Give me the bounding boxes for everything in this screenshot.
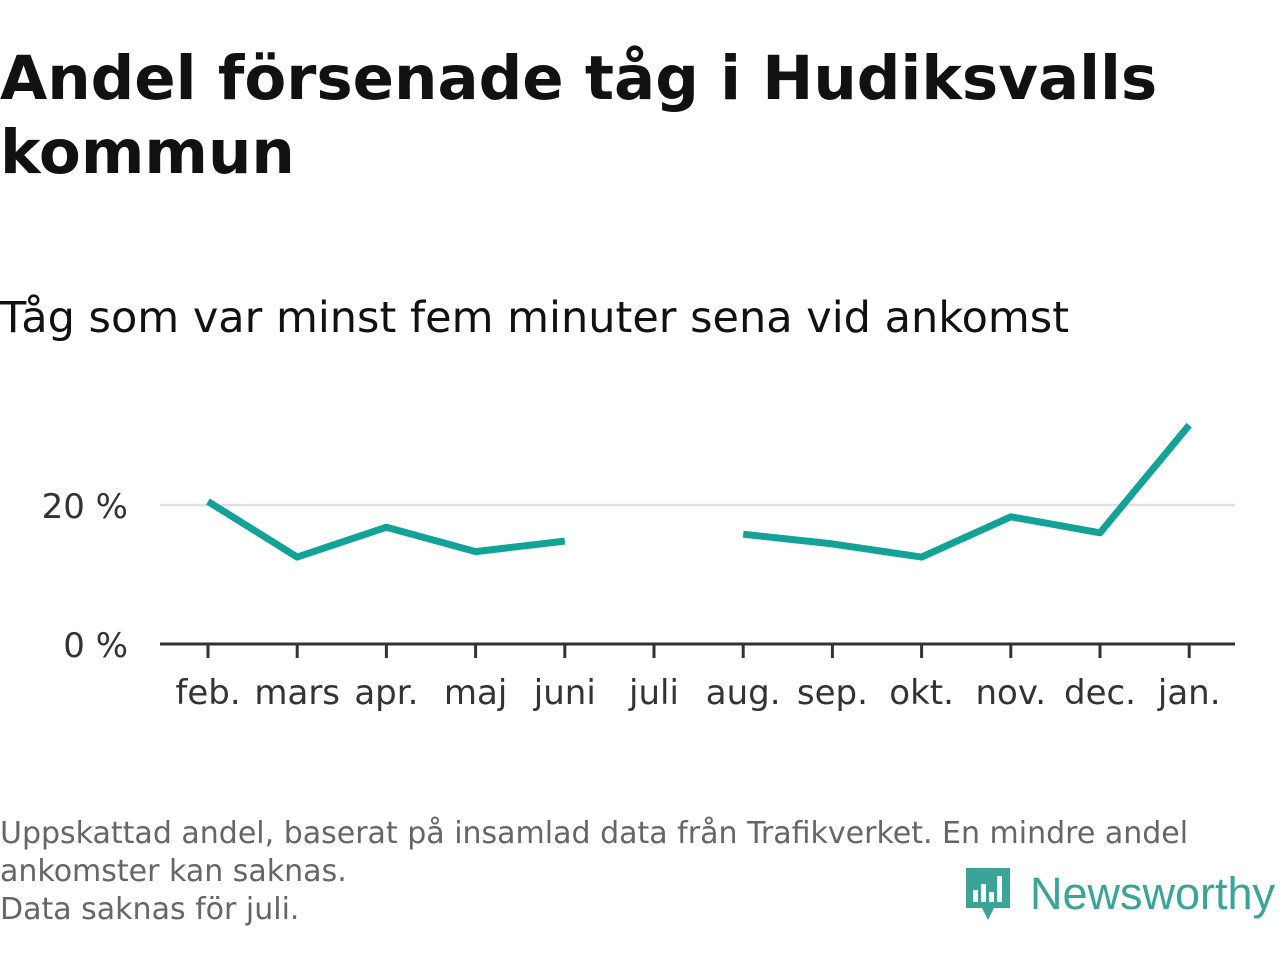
x-tick-label: maj xyxy=(444,673,507,713)
logo-text: Newsworthy xyxy=(1030,868,1276,919)
chart-subtitle: Tåg som var minst fem minuter sena vid a… xyxy=(0,293,1070,343)
x-tick-label: feb. xyxy=(175,673,240,713)
footnote-line-1: Uppskattad andel, baserat på insamlad da… xyxy=(0,816,1189,889)
footnote: Uppskattad andel, baserat på insamlad da… xyxy=(0,815,1270,929)
x-tick-label: jan. xyxy=(1157,673,1221,713)
x-tick-label: aug. xyxy=(706,673,781,713)
x-tick-label: nov. xyxy=(975,673,1046,713)
x-tick-label: okt. xyxy=(889,673,954,713)
footnote-line-2: Data saknas för juli. xyxy=(0,892,300,927)
newsworthy-logo: Newsworthy xyxy=(962,864,1275,924)
line-chart: 0 % 20 % feb. mars apr. maj juni juli aug. sep. ok… xyxy=(42,422,1235,713)
x-tick-label: juni xyxy=(533,673,596,713)
x-tick-label: mars xyxy=(254,673,340,713)
x-tick-label: apr. xyxy=(354,673,418,713)
newsworthy-bar-chart-icon xyxy=(966,868,1010,920)
x-tick-label: juli xyxy=(628,673,679,713)
x-tick-label: sep. xyxy=(797,673,868,713)
series-line-segment xyxy=(206,498,566,561)
y-tick-label: 20 % xyxy=(42,487,128,527)
x-tick-label: dec. xyxy=(1064,673,1136,713)
chart-title: Andel försenade tåg i Hudiksvalls kommun xyxy=(0,43,1158,188)
y-tick-label: 0 % xyxy=(63,626,128,666)
series-line-segment xyxy=(742,422,1192,561)
